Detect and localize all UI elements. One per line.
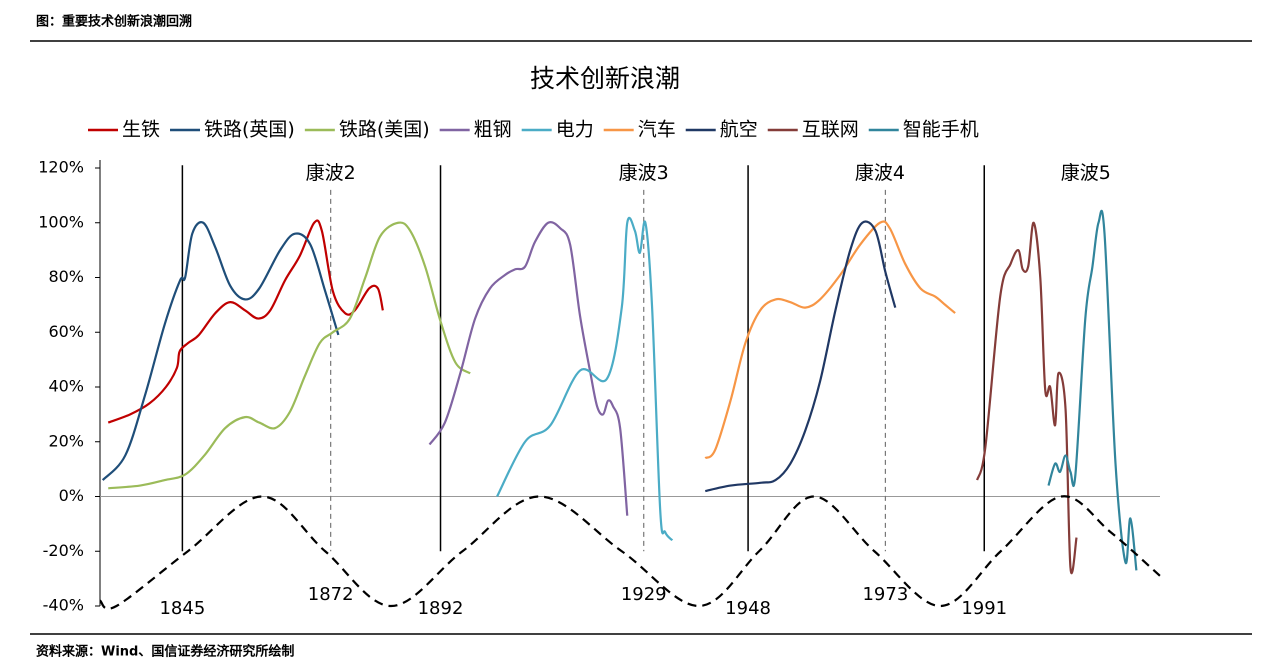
- series-line: [101, 221, 340, 481]
- era-label: 1872: [308, 584, 354, 605]
- wave-label: 康波2: [306, 162, 356, 184]
- y-tick-label: 20%: [48, 431, 84, 450]
- era-label: 1929: [621, 584, 667, 605]
- series-line: [704, 220, 956, 460]
- y-tick-label: 100%: [38, 212, 84, 231]
- y-tick-label: 60%: [48, 322, 84, 341]
- legend-label: 航空: [720, 119, 758, 141]
- era-label: 1991: [961, 598, 1007, 619]
- era-label: 1973: [862, 584, 908, 605]
- wave-label: 康波4: [855, 162, 905, 184]
- legend-label: 汽车: [638, 119, 676, 141]
- y-tick-label: 40%: [48, 377, 84, 396]
- wave-label: 康波3: [619, 162, 669, 184]
- series-line: [496, 216, 674, 542]
- series-line: [107, 219, 384, 424]
- legend-label: 生铁: [122, 119, 160, 141]
- y-tick-label: 0%: [59, 486, 84, 505]
- wave-label: 康波5: [1061, 162, 1111, 184]
- era-label: 1948: [725, 598, 771, 619]
- legend-label: 铁路(美国): [339, 119, 430, 141]
- cycle-curve: [99, 495, 1161, 610]
- series-line: [976, 221, 1078, 575]
- series-line: [705, 220, 897, 493]
- source-note: 资料来源：Wind、国信证券经济研究所绘制: [36, 644, 294, 660]
- legend-label: 电力: [556, 119, 594, 141]
- y-tick-label: -40%: [43, 596, 84, 615]
- header: 图：重要技术创新浪潮回溯: [36, 14, 192, 30]
- legend-label: 粗钢: [474, 119, 512, 141]
- legend-label: 铁路(英国): [204, 119, 295, 141]
- era-label: 1892: [418, 598, 464, 619]
- series-line: [428, 221, 629, 516]
- legend-label: 智能手机: [903, 119, 979, 141]
- y-tick-label: 120%: [38, 158, 84, 177]
- era-label: 1845: [159, 598, 205, 619]
- y-tick-label: -20%: [43, 541, 84, 560]
- y-tick-label: 80%: [48, 267, 84, 286]
- series-line: [1047, 209, 1138, 571]
- legend-label: 互联网: [802, 119, 859, 141]
- chart-title: 技术创新浪潮: [530, 64, 680, 93]
- series-line: [108, 221, 471, 490]
